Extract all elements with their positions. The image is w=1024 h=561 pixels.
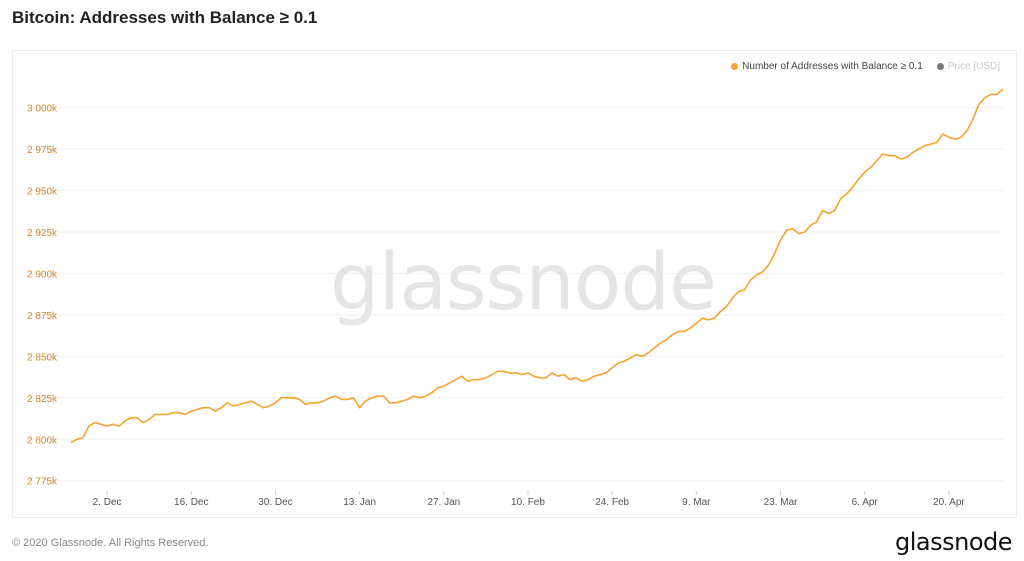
x-tick-label: 9. Mar (682, 497, 711, 508)
legend-dot-icon (936, 63, 944, 70)
x-axis: 2. Dec 16. Dec 30. Dec 13. Jan 27. Jan 10. Fe… (93, 491, 965, 508)
page-title: Bitcoin: Addresses with Balance ≥ 0.1 (12, 8, 318, 27)
y-axis: 2 775k 2 800k 2 825k 2 850k 2 875k 2 900k 2 92… (27, 104, 58, 488)
x-tick-label: 10. Feb (511, 497, 545, 508)
legend-item-addresses[interactable]: Number of Addresses with Balance ≥ 0.1 (731, 61, 923, 72)
x-tick-label: 24. Feb (595, 497, 629, 508)
x-tick-label: 30. Dec (258, 497, 292, 508)
footer-brand-logo[interactable]: glassnode (894, 528, 1013, 556)
series-line-addresses (70, 88, 1004, 444)
x-tick-label: 6. Apr (852, 497, 879, 508)
y-tick-label: 2 950k (27, 187, 58, 198)
y-tick-label: 2 875k (27, 311, 58, 322)
y-tick-label: 2 900k (27, 269, 58, 280)
legend-item-price[interactable]: Price [USD] (936, 61, 1000, 72)
y-tick-label: 2 825k (27, 394, 58, 405)
chart-legend: Number of Addresses with Balance ≥ 0.1 P… (731, 61, 1000, 72)
y-tick-label: 2 800k (27, 435, 58, 446)
grid-lines (27, 107, 1003, 482)
y-tick-label: 2 925k (27, 228, 58, 239)
chart-panel: Number of Addresses with Balance ≥ 0.1 P… (12, 50, 1017, 518)
x-tick-label: 20. Apr (933, 497, 965, 508)
y-tick-label: 2 975k (27, 145, 58, 156)
x-tick-label: 23. Mar (764, 497, 799, 508)
x-tick-label: 16. Dec (174, 497, 208, 508)
legend-label-addresses: Number of Addresses with Balance ≥ 0.1 (742, 61, 923, 72)
x-tick-label: 27. Jan (427, 497, 460, 508)
y-tick-label: 2 850k (27, 352, 58, 363)
legend-dot-icon (731, 63, 739, 70)
x-tick-label: 2. Dec (93, 497, 122, 508)
y-tick-label: 3 000k (27, 104, 58, 115)
x-tick-label: 13. Jan (343, 497, 376, 508)
line-chart[interactable]: glassnode 2 775k 2 800k 2 825k 2 850k 2 875k… (13, 51, 1016, 517)
legend-label-price: Price [USD] (947, 61, 1000, 72)
y-tick-label: 2 775k (27, 477, 58, 488)
watermark-text: glassnode (330, 238, 716, 328)
footer-copyright: © 2020 Glassnode. All Rights Reserved. (12, 537, 209, 549)
